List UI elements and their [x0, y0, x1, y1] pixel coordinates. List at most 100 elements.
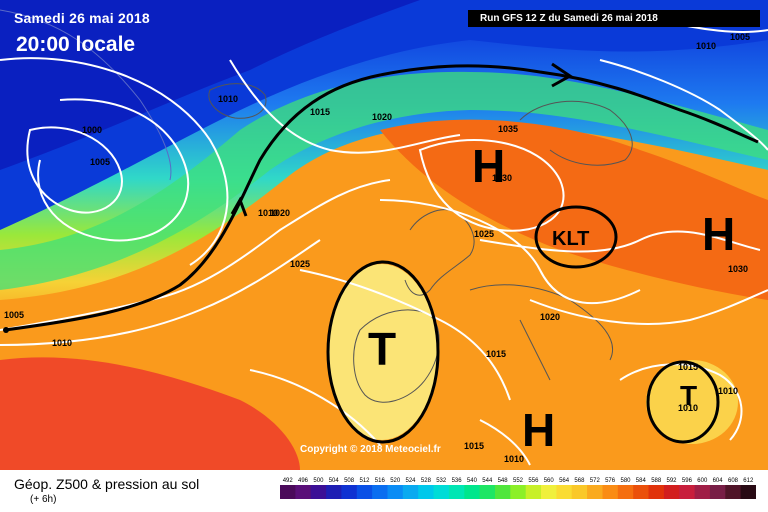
run-info-text: Run GFS 12 Z du Samedi 26 mai 2018 [480, 13, 658, 24]
scale-swatch [510, 485, 527, 499]
coastline-scandinavia [519, 100, 633, 166]
scale-swatch [694, 485, 711, 499]
color-scale: 492 496 500 504 508 512 516 520 524 528 532 536 540 5… [280, 478, 756, 499]
pressure-label: 1030 [728, 264, 748, 274]
jet-stream-line [4, 64, 759, 332]
scale-swatch [740, 485, 756, 499]
scale-swatch [372, 485, 388, 499]
high-pressure-marker: H [472, 140, 505, 192]
pressure-label: 1010 [696, 41, 716, 51]
scale-tick-label: 604 [713, 478, 724, 484]
scale-swatch [709, 485, 726, 499]
scale-tick-label: 500 [313, 478, 324, 484]
scale-tick-label: 608 [728, 478, 739, 484]
legend-subtitle: (+ 6h) [30, 494, 57, 505]
ridge-zone [380, 119, 768, 300]
eastern-low-outline [646, 360, 720, 444]
cutoff-low-outline [326, 260, 440, 444]
scale-tick-label: 548 [498, 478, 509, 484]
jet-arrow-1 [230, 196, 248, 217]
pressure-label: 1010 [52, 338, 72, 348]
isobars [0, 19, 768, 466]
low-pressure-marker: T [368, 323, 396, 375]
deep-cold-zone [0, 0, 420, 170]
forecast-time: 20:00 locale [16, 33, 136, 56]
scale-swatch [663, 485, 680, 499]
scale-tick-label: 592 [666, 478, 677, 484]
pressure-label: 1005 [730, 32, 750, 42]
scale-tick-label: 572 [590, 478, 601, 484]
scale-swatch [387, 485, 404, 499]
scale-tick-label: 528 [421, 478, 432, 484]
scale-tick-label: 512 [359, 478, 370, 484]
scale-swatch [541, 485, 557, 499]
pressure-label: 1005 [4, 310, 24, 320]
copyright-notice: Copyright © 2018 Meteociel.fr [300, 444, 441, 455]
pressure-label: 1020 [270, 208, 290, 218]
pressure-label: 1005 [90, 157, 110, 167]
pressure-label: 1010 [218, 94, 238, 104]
scale-tick-label: 584 [636, 478, 647, 484]
geopotential-map: 1005 1010 1000 1005 1010 1015 1010 1020 … [0, 0, 768, 470]
pressure-label: 1015 [464, 441, 484, 451]
scale-swatch [525, 485, 542, 499]
eastern-cutoff-fill [646, 360, 738, 444]
high-pressure-marker: H [702, 208, 735, 260]
scale-swatch [448, 485, 465, 499]
scale-swatch [495, 485, 511, 499]
klt-outline [534, 205, 618, 269]
scale-tick-label: 544 [482, 478, 493, 484]
scale-tick-label: 560 [544, 478, 555, 484]
iberian-cutoff-fill [327, 264, 437, 440]
scale-swatch [433, 485, 450, 499]
scale-tick-label: 508 [344, 478, 355, 484]
scale-swatch [617, 485, 634, 499]
scale-swatch [280, 485, 296, 499]
pressure-label: 1000 [82, 125, 102, 135]
jet-arrow-2 [551, 62, 573, 88]
scale-swatch [310, 485, 327, 499]
scale-tick-label: 576 [605, 478, 616, 484]
scale-tick-label: 520 [390, 478, 401, 484]
scale-swatch [602, 485, 619, 499]
warm-front-band [0, 71, 768, 290]
scale-tick-label: 600 [697, 478, 708, 484]
scale-swatch [341, 485, 358, 499]
scale-tick-label: 524 [405, 478, 416, 484]
pressure-label: 1010 [678, 403, 698, 413]
high-pressure-marker: H [522, 404, 555, 456]
scale-tick-label: 536 [452, 478, 463, 484]
scale-tick-label: 568 [574, 478, 585, 484]
scale-swatch [402, 485, 419, 499]
scale-tick-label: 564 [559, 478, 570, 484]
jet-start-dot [3, 327, 9, 333]
scale-swatch [418, 485, 435, 499]
run-info-banner: Run GFS 12 Z du Samedi 26 mai 2018 [468, 10, 760, 27]
scale-swatch [326, 485, 342, 499]
forecast-date: Samedi 26 mai 2018 [14, 10, 150, 26]
pressure-label: 1015 [486, 349, 506, 359]
pressure-label: 1010 [504, 454, 524, 464]
scale-swatch [633, 485, 650, 499]
scale-tick-label: 556 [528, 478, 539, 484]
low-pressure-marker: T [680, 380, 697, 411]
coastline-iberia [353, 309, 440, 403]
scale-tick-label: 516 [375, 478, 386, 484]
scale-tick-label: 532 [436, 478, 447, 484]
scale-swatch [356, 485, 373, 499]
legend-panel: Géop. Z500 & pression au sol (+ 6h) 492 4… [0, 470, 768, 512]
scale-tick-label: 496 [298, 478, 309, 484]
scale-swatch [679, 485, 696, 499]
pressure-label: 1015 [310, 107, 330, 117]
scale-tick-label: 504 [329, 478, 340, 484]
scale-swatch [464, 485, 481, 499]
scale-swatch [587, 485, 603, 499]
klt-marker: KLT [552, 228, 589, 250]
pressure-label: 1035 [498, 124, 518, 134]
scale-swatch [556, 485, 573, 499]
scale-tick-label: 588 [651, 478, 662, 484]
coastline-iceland [208, 83, 267, 119]
pressure-label: 1015 [678, 362, 698, 372]
scale-swatch [725, 485, 742, 499]
scale-tick-label: 540 [467, 478, 478, 484]
